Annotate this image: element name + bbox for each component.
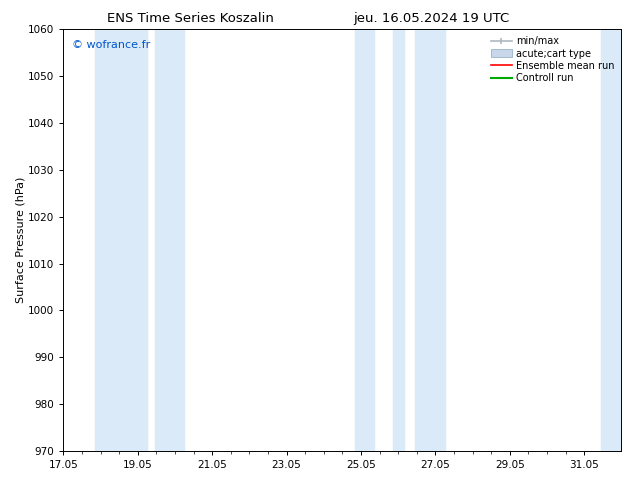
Y-axis label: Surface Pressure (hPa): Surface Pressure (hPa): [15, 177, 25, 303]
Bar: [95, 29, 147, 451]
Bar: [415, 29, 444, 451]
Bar: [392, 29, 404, 451]
Text: ENS Time Series Koszalin: ENS Time Series Koszalin: [107, 12, 274, 25]
Bar: [601, 29, 621, 451]
Text: jeu. 16.05.2024 19 UTC: jeu. 16.05.2024 19 UTC: [353, 12, 509, 25]
Text: © wofrance.fr: © wofrance.fr: [72, 40, 150, 50]
Bar: [356, 29, 374, 451]
Bar: [155, 29, 184, 451]
Legend: min/max, acute;cart type, Ensemble mean run, Controll run: min/max, acute;cart type, Ensemble mean …: [489, 34, 616, 85]
